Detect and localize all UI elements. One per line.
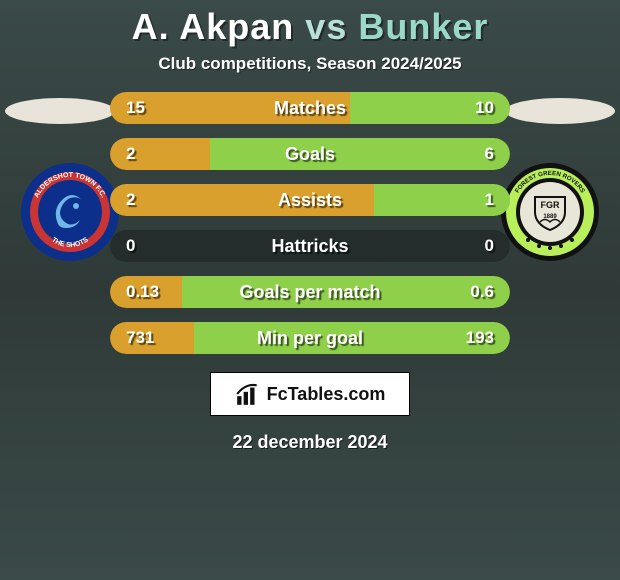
stat-value-left: 0	[126, 236, 135, 256]
stat-value-right: 10	[475, 98, 494, 118]
stat-label: Goals	[285, 144, 335, 165]
stat-row: 0.13 0.6 Goals per match	[110, 276, 510, 308]
stat-bar-right	[210, 138, 510, 170]
comparison-title: A. Akpan vs Bunker	[0, 0, 620, 48]
stat-bar-left	[110, 138, 210, 170]
stat-row: 731 193 Min per goal	[110, 322, 510, 354]
title-vs: vs	[305, 6, 347, 47]
stat-value-right: 0	[485, 236, 494, 256]
stat-label: Assists	[278, 190, 342, 211]
left-player-silhouette	[5, 98, 115, 124]
stat-row: 0 0 Hattricks	[110, 230, 510, 262]
right-club-crest: FOREST GREEN ROVERS FGR 1889	[500, 162, 600, 262]
aldershot-crest-icon: ALDERSHOT TOWN F.C. THE SHOTS	[20, 162, 120, 262]
brand-text: FcTables.com	[267, 384, 386, 405]
stat-row: 15 10 Matches	[110, 92, 510, 124]
subtitle: Club competitions, Season 2024/2025	[0, 54, 620, 74]
stat-value-left: 2	[126, 144, 135, 164]
stat-value-left: 2	[126, 190, 135, 210]
title-player2: Bunker	[358, 6, 488, 47]
stat-label: Hattricks	[271, 236, 348, 257]
date-text: 22 december 2024	[0, 432, 620, 453]
brand-box[interactable]: FcTables.com	[210, 372, 410, 416]
stat-value-right: 1	[485, 190, 494, 210]
stat-value-left: 731	[126, 328, 154, 348]
stat-label: Min per goal	[257, 328, 363, 349]
left-club-crest: ALDERSHOT TOWN F.C. THE SHOTS	[20, 162, 120, 262]
stats-bars: 15 10 Matches 2 6 Goals 2 1 Assists 0 0 Hattricks 0.…	[110, 92, 510, 354]
stat-label: Matches	[274, 98, 346, 119]
stat-row: 2 6 Goals	[110, 138, 510, 170]
stat-value-right: 0.6	[470, 282, 494, 302]
forest-green-crest-icon: FOREST GREEN ROVERS FGR 1889	[500, 162, 600, 262]
title-player1: A. Akpan	[132, 6, 295, 47]
fctables-logo-icon	[235, 381, 261, 407]
stat-value-left: 15	[126, 98, 145, 118]
stat-label: Goals per match	[239, 282, 380, 303]
stat-row: 2 1 Assists	[110, 184, 510, 216]
stat-value-right: 6	[485, 144, 494, 164]
stat-value-right: 193	[466, 328, 494, 348]
stat-value-left: 0.13	[126, 282, 159, 302]
content-area: ALDERSHOT TOWN F.C. THE SHOTS FOREST GRE…	[0, 92, 620, 354]
right-player-silhouette	[505, 98, 615, 124]
svg-text:FGR: FGR	[541, 200, 560, 210]
